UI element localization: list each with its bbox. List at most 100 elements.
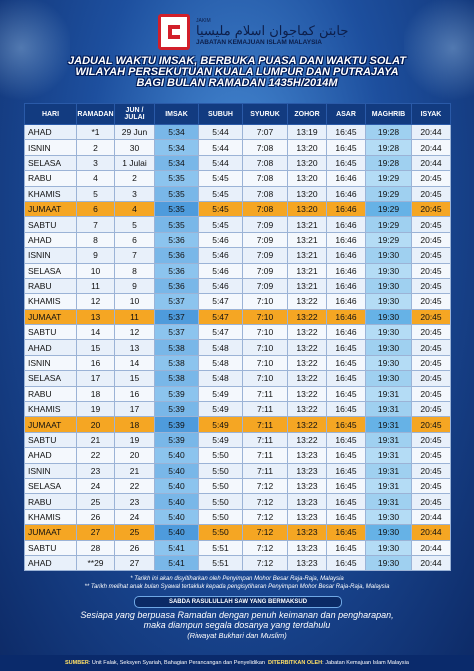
title-line-1: JADUAL WAKTU IMSAK, BERBUKA PUASA DAN WA… [68,55,406,67]
table-cell: 5:36 [154,277,199,295]
table-cell: 19:31 [365,401,412,418]
table-cell: 11 [114,308,155,326]
table-cell: 19:30 [365,354,412,372]
table-cell: 5:48 [198,370,243,387]
table-cell: 13:21 [287,277,327,295]
table-cell: KHAMIS [24,293,77,310]
table-cell: 20:45 [411,308,451,326]
table-cell: 5:40 [154,447,199,464]
table-cell: 19 [114,431,155,449]
table-cell: 13 [76,308,115,326]
table-cell: 21 [114,462,155,479]
table-cell: 5:46 [198,247,243,264]
table-cell: 13:23 [287,554,327,572]
table-cell: 5:37 [154,324,199,341]
table-cell: 5:51 [198,539,243,556]
table-cell: 20 [76,416,115,433]
table-cell: 5:50 [198,524,243,541]
table-cell: 16:46 [326,277,366,295]
table-cell: 5:46 [198,231,243,249]
table-cell: 5:35 [154,185,199,202]
table-cell: 16:45 [326,524,366,541]
table-cell: 13:23 [287,508,327,526]
table-cell: 23 [114,493,155,510]
table-cell: 19:29 [365,200,412,218]
table-cell: 7:08 [242,185,288,202]
table-cell: 26 [114,539,155,556]
table-cell: SELASA [24,477,77,495]
title-line-2: WILAYAH PERSEKUTUAN KUALA LUMPUR DAN PUT… [75,66,399,78]
table-cell: 15 [114,370,155,387]
table-cell: 5:50 [198,508,243,526]
table-cell: 7:08 [242,170,288,187]
table-cell: 29 Jun [114,123,155,141]
table-cell: SABTU [24,539,77,556]
table-cell: 20:45 [411,385,451,403]
table-cell: 16 [114,385,155,403]
table-cell: 20:45 [411,431,451,449]
hadith-quote: Sesiapa yang berpuasa Ramadan dengan pen… [0,610,474,630]
table-cell: 5:40 [154,508,199,526]
table-cell: 19:31 [365,477,412,495]
table-row: ISNIN 9 7 5:36 5:46 7:09 13:21 16:46 19:30 20:45 [24,247,451,264]
table-cell: 20:45 [411,493,451,510]
table-cell: 2 [76,139,115,156]
table-cell: 7:10 [242,370,288,387]
table-cell: 19:29 [365,185,412,202]
table-cell: 4 [76,170,115,187]
table-cell: 13:21 [287,262,327,279]
table-cell: 13:23 [287,477,327,495]
table-cell: 13:23 [287,462,327,479]
table-cell: 12 [76,293,115,310]
table-cell: 13:20 [287,139,327,156]
table-row: JUMAAT 6 4 5:35 5:45 7:08 13:20 16:46 19:29 20:45 [24,200,451,218]
table-cell: 7 [114,247,155,264]
table-cell: KHAMIS [24,185,77,202]
table-cell: 8 [76,231,115,249]
table-cell: 5:39 [154,401,199,418]
table-cell: 19:30 [365,262,412,279]
table-cell: 5:40 [154,462,199,479]
table-cell: 19:30 [365,370,412,387]
table-cell: 5:36 [154,262,199,279]
table-cell: 19:30 [365,554,412,572]
table-cell: 19:30 [365,339,412,356]
table-cell: 10 [76,262,115,279]
table-cell: SABTU [24,216,77,233]
hadith-source: (Riwayat Bukhari dan Muslim) [187,631,287,640]
table-cell: KHAMIS [24,401,77,418]
table-cell: 19:31 [365,493,412,510]
table-cell: 5:45 [198,200,243,218]
table-cell: 15 [76,339,115,356]
table-cell: 20:44 [411,154,451,172]
table-cell: 16:45 [326,508,366,526]
table-cell: 23 [76,462,115,479]
table-cell: 28 [76,539,115,556]
table-cell: 20:44 [411,554,451,572]
table-cell: 16:45 [326,385,366,403]
jakim-logo: JAKIM جابتن كماجوان اسلام مليسيا JABATAN… [158,14,348,50]
table-cell: 5:35 [154,200,199,218]
table-cell: JUMAAT [24,308,77,326]
table-cell: 13:20 [287,185,327,202]
table-cell: 10 [114,293,155,310]
table-cell: 16:45 [326,416,366,433]
table-cell: 20:45 [411,324,451,341]
page-title: JADUAL WAKTU IMSAK, BERBUKA PUASA DAN WA… [0,56,474,89]
table-cell: 7 [76,216,115,233]
table-cell: 19:30 [365,247,412,264]
table-cell: 20:45 [411,231,451,249]
table-cell: 16 [76,354,115,372]
table-cell: 13:22 [287,354,327,372]
table-cell: 16:45 [326,554,366,572]
table-cell: 22 [76,447,115,464]
table-cell: **29 [76,554,115,572]
table-row: RABU 11 9 5:36 5:46 7:09 13:21 16:46 19:30 20:45 [24,277,451,295]
table-cell: 20:45 [411,416,451,433]
table-cell: RABU [24,277,77,295]
table-cell: SELASA [24,262,77,279]
table-row: SELASA 17 15 5:38 5:48 7:10 13:22 16:45 19:30 20:… [24,370,451,387]
table-cell: 5:34 [154,139,199,156]
table-cell: 19:31 [365,416,412,433]
table-cell: 7:11 [242,431,288,449]
